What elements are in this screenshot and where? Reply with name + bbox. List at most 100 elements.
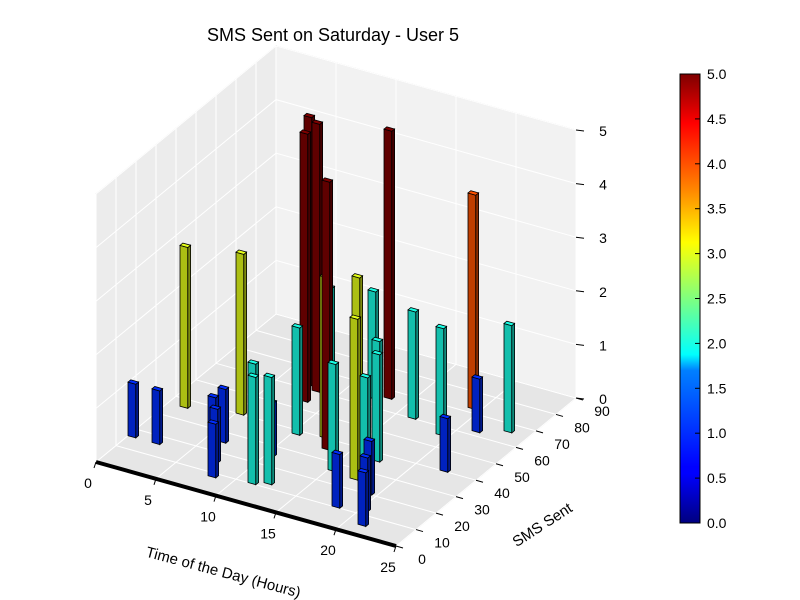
grid-line-z bbox=[95, 99, 577, 248]
bar-top-face bbox=[311, 119, 324, 125]
chart-title: SMS Sent on Saturday - User 5 bbox=[207, 25, 459, 45]
bar bbox=[235, 249, 248, 417]
bar-side-face bbox=[447, 415, 452, 474]
bar-side-face bbox=[159, 387, 164, 446]
bar-top-face bbox=[327, 359, 340, 366]
bar-top-face bbox=[247, 359, 260, 365]
bar-side-face bbox=[379, 351, 384, 463]
bar-top-face bbox=[151, 386, 164, 392]
bar-top-face bbox=[471, 374, 484, 380]
bar-front-face bbox=[503, 322, 513, 434]
bar-front-face bbox=[407, 309, 417, 420]
y-tick-label: 20 bbox=[454, 518, 470, 534]
bar-top-face bbox=[359, 453, 372, 459]
bar-side-face bbox=[339, 451, 344, 510]
bar-front-face bbox=[291, 325, 301, 436]
x-tick-label: 10 bbox=[200, 509, 216, 525]
floor-base-edge bbox=[95, 460, 397, 548]
bar-front-face bbox=[331, 451, 341, 509]
x-tick-mark bbox=[93, 461, 97, 469]
y-tick-mark bbox=[515, 446, 524, 450]
z-tick-label: 0 bbox=[599, 391, 607, 407]
bar-side-face bbox=[271, 374, 276, 486]
y-tick-label: 50 bbox=[514, 469, 530, 485]
colorbar-tick-label: 0.5 bbox=[707, 470, 727, 486]
bar-top-face bbox=[247, 372, 260, 378]
bar-side-face bbox=[371, 438, 376, 496]
bar bbox=[503, 320, 516, 434]
bar-front-face bbox=[127, 381, 137, 439]
bar-top-face bbox=[435, 323, 448, 330]
bar-top-face bbox=[407, 307, 420, 313]
bars-group bbox=[127, 112, 516, 528]
bar bbox=[371, 349, 384, 463]
y-tick-mark bbox=[495, 463, 504, 467]
y-tick-mark bbox=[475, 479, 484, 483]
bar-front-face bbox=[383, 128, 393, 400]
bar-side-face bbox=[299, 324, 304, 437]
bar-top-face bbox=[467, 190, 480, 196]
x-tick-label: 0 bbox=[84, 475, 92, 491]
bar-top-face bbox=[235, 249, 248, 255]
bar-side-face bbox=[365, 469, 370, 528]
x-tick-mark bbox=[213, 495, 217, 502]
colorbar-tick-label: 1.0 bbox=[707, 425, 727, 441]
bar-side-face bbox=[135, 381, 140, 439]
bar-top-face bbox=[291, 323, 304, 329]
colorbar-ticks: 0.0 0.5 1.0 1.5 2.0 2.5 3.0 3.5 4.0 4.5 5.0 bbox=[695, 66, 727, 531]
bar bbox=[407, 307, 420, 421]
bar-top-face bbox=[363, 436, 376, 442]
y-tick-label: 80 bbox=[574, 419, 590, 435]
bar-top-face bbox=[371, 336, 384, 343]
bar-top-face bbox=[359, 373, 372, 379]
x-tick-label: 5 bbox=[144, 492, 152, 508]
bar-front-face bbox=[235, 251, 245, 416]
x-tick-mark bbox=[273, 512, 277, 519]
floor-edge bbox=[95, 460, 397, 548]
y-tick-label: 30 bbox=[474, 502, 490, 518]
bar-side-face bbox=[215, 421, 220, 479]
y-tick-mark bbox=[395, 545, 404, 549]
x-axis-label: Time of the Day (Hours) bbox=[144, 544, 302, 600]
colorbar-tick-label: 0.0 bbox=[707, 515, 727, 531]
bar bbox=[179, 242, 192, 410]
bar-top-face bbox=[383, 126, 396, 132]
bar bbox=[383, 126, 396, 401]
bar-top-face bbox=[207, 419, 220, 425]
y-tick-label: 10 bbox=[434, 535, 450, 551]
bar-side-face bbox=[243, 251, 248, 417]
z-tick-mark bbox=[575, 183, 585, 186]
bar-top-face bbox=[351, 273, 364, 279]
bar-front-face bbox=[357, 470, 367, 528]
colorbar-tick-label: 4.0 bbox=[707, 156, 727, 172]
bar-side-face bbox=[187, 244, 192, 410]
bar-side-face bbox=[415, 308, 420, 421]
bar bbox=[349, 314, 362, 482]
bar bbox=[471, 374, 484, 434]
x-tick-label: 25 bbox=[380, 559, 396, 575]
bar-front-face bbox=[349, 316, 359, 481]
bar bbox=[327, 359, 340, 473]
y-tick-mark bbox=[455, 496, 464, 500]
bar bbox=[263, 372, 276, 486]
bar-side-face bbox=[255, 374, 260, 486]
x-tick-mark bbox=[393, 545, 397, 553]
bar-top-face bbox=[439, 413, 452, 420]
colorbar-tick-label: 2.0 bbox=[707, 335, 727, 351]
bar-top-face bbox=[299, 129, 312, 135]
bar-side-face bbox=[391, 128, 396, 401]
bar-side-face bbox=[511, 322, 515, 434]
z-tick-label: 2 bbox=[599, 284, 607, 300]
colorbar-tick-label: 3.5 bbox=[707, 201, 727, 217]
bar-front-face bbox=[263, 374, 273, 486]
bar bbox=[291, 323, 304, 437]
z-tick-mark bbox=[575, 236, 585, 239]
bar-top-face bbox=[127, 379, 140, 385]
y-tick-label: 60 bbox=[534, 452, 550, 468]
z-tick-label: 4 bbox=[599, 177, 607, 193]
bar-top-face bbox=[321, 177, 334, 183]
bar bbox=[439, 413, 452, 474]
bar bbox=[127, 379, 140, 439]
z-tick-label: 3 bbox=[599, 230, 607, 246]
